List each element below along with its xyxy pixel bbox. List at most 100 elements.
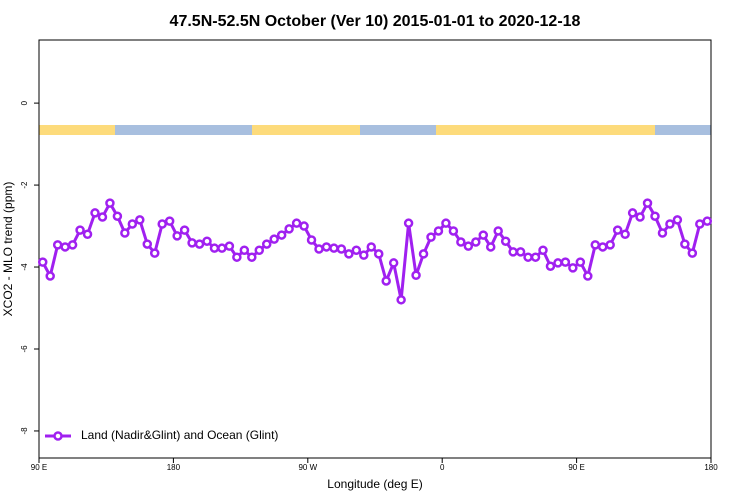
chart-title: 47.5N-52.5N October (Ver 10) 2015-01-01 … — [170, 13, 581, 30]
data-point — [127, 219, 138, 229]
data-point — [433, 226, 444, 236]
data-point — [687, 248, 698, 258]
data-point — [232, 252, 242, 262]
data-point — [52, 240, 63, 250]
data-point — [411, 270, 421, 280]
y-tick-label: -6 — [20, 345, 29, 353]
data-point — [515, 247, 526, 257]
data-point — [157, 219, 167, 229]
data-point — [620, 229, 630, 239]
data-point — [284, 224, 294, 234]
data-point — [60, 242, 70, 252]
data-point — [224, 241, 235, 251]
data-point — [508, 247, 518, 257]
data-point — [344, 249, 354, 259]
ocean-strip — [360, 125, 436, 135]
data-point — [75, 225, 85, 235]
data-point — [471, 237, 481, 247]
data-point — [553, 258, 563, 268]
data-point — [254, 245, 265, 255]
data-point — [597, 242, 608, 252]
data-point — [456, 237, 466, 247]
data-point — [485, 242, 496, 252]
legend-label: Land (Nadir&Glint) and Ocean (Glint) — [81, 428, 278, 442]
data-point — [568, 263, 578, 273]
data-point — [478, 230, 489, 240]
data-point — [590, 240, 601, 250]
data-point — [291, 218, 302, 228]
data-point — [269, 234, 279, 244]
data-point — [545, 261, 556, 271]
data-point — [164, 216, 175, 226]
y-tick-label: -2 — [20, 181, 29, 189]
data-point — [538, 245, 548, 255]
data-point — [403, 218, 414, 228]
land-strip — [39, 125, 115, 135]
data-point — [336, 244, 347, 254]
ocean-strip — [115, 125, 252, 135]
x-tick-label: 90 E — [31, 463, 47, 472]
data-point — [575, 257, 586, 267]
data-point — [90, 208, 100, 218]
data-point — [373, 249, 384, 259]
data-point — [583, 271, 593, 281]
data-point — [239, 245, 250, 255]
data-point — [642, 198, 653, 208]
data-point — [179, 225, 190, 235]
data-point — [149, 248, 160, 258]
data-point — [388, 258, 399, 268]
data-point — [665, 219, 675, 229]
data-point — [329, 243, 339, 253]
data-point — [650, 211, 660, 221]
y-tick-label: 0 — [20, 100, 29, 105]
data-point — [247, 252, 257, 262]
x-tick-label: 90 W — [298, 463, 317, 472]
ocean-strip — [655, 125, 711, 135]
data-point — [45, 271, 55, 281]
data-point — [105, 198, 115, 208]
data-point — [702, 216, 713, 226]
data-point — [441, 218, 451, 228]
data-point — [217, 243, 227, 253]
data-point — [112, 211, 123, 221]
data-point — [530, 252, 541, 262]
data-point — [37, 257, 48, 267]
data-point — [97, 212, 108, 222]
data-point — [172, 231, 182, 241]
y-tick-label: -8 — [20, 427, 29, 435]
data-point — [463, 241, 474, 251]
data-point — [605, 240, 615, 250]
y-tick-label: -4 — [20, 263, 29, 271]
data-point — [612, 225, 623, 235]
x-tick-label: 180 — [167, 463, 181, 472]
data-point — [82, 229, 93, 239]
data-point — [635, 212, 645, 222]
data-point — [560, 257, 571, 267]
data-point — [672, 215, 683, 225]
data-point — [657, 228, 668, 238]
data-point — [359, 250, 369, 260]
data-point — [523, 252, 533, 262]
x-axis-label: Longitude (deg E) — [327, 477, 422, 491]
data-point — [418, 249, 429, 259]
land-strip — [252, 125, 360, 135]
data-point — [680, 239, 690, 249]
data-point — [194, 239, 205, 249]
data-point — [627, 208, 638, 218]
data-point — [135, 215, 145, 225]
data-point — [120, 228, 130, 238]
x-tick-label: 180 — [704, 463, 718, 472]
land-strip — [436, 125, 655, 135]
data-point — [67, 240, 78, 250]
y-axis-label: XCO2 - MLO trend (ppm) — [1, 182, 15, 317]
data-point — [276, 230, 287, 240]
data-point — [306, 235, 317, 245]
data-point — [448, 226, 459, 236]
data-point — [142, 239, 153, 249]
data-point — [366, 242, 377, 252]
data-point — [381, 276, 391, 286]
data-point — [261, 239, 272, 249]
x-tick-label: 0 — [440, 463, 445, 472]
x-tick-label: 90 E — [568, 463, 584, 472]
